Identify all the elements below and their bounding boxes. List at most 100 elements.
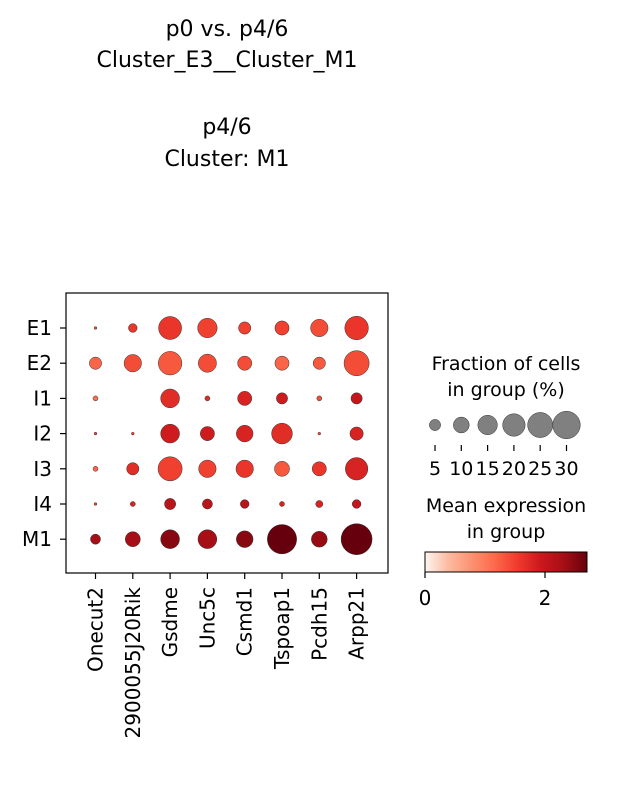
x-axis: Onecut2 2900055J20Rik Gsdme Unc5c Csmd1 Tspoa… <box>84 573 369 738</box>
dot-I2-Arpp21 <box>349 426 364 441</box>
y-tick-label: I2 <box>33 422 52 446</box>
dot-I2-Gsdme <box>160 423 180 444</box>
size-legend-dot <box>477 415 498 435</box>
dot-E1-Gsdme <box>158 316 182 340</box>
dot-I4-2900055J20Rik <box>130 501 136 507</box>
title-line-4: p4/6 <box>202 115 251 140</box>
dot-I4-Unc5c <box>202 498 213 510</box>
dot-E1-Csmd1 <box>238 321 252 335</box>
plot-frame <box>65 292 389 574</box>
size-legend: Fraction of cells in group (%) 5 10 15 20 25… <box>429 353 581 480</box>
dot-E2-Onecut2 <box>89 356 102 370</box>
dot-E1-Onecut2 <box>93 326 98 330</box>
y-tick-label: E2 <box>27 351 52 375</box>
title-line-2: Cluster_E3__Cluster_M1 <box>96 48 357 73</box>
dot-I3-2900055J20Rik <box>126 462 140 476</box>
size-legend-label: 10 <box>449 458 473 480</box>
dot-M1-Tspoap1 <box>267 524 297 555</box>
colorbar-tick-label: 0 <box>419 586 432 610</box>
dot-I3-Onecut2 <box>92 466 99 472</box>
dot-I4-Csmd1 <box>240 499 250 509</box>
dot-I1-Csmd1 <box>237 391 253 406</box>
dot-E2-Arpp21 <box>343 350 370 377</box>
x-tick-label: Csmd1 <box>233 587 257 656</box>
dot-I3-Tspoap1 <box>274 461 290 477</box>
dot-I1-Tspoap1 <box>276 392 288 405</box>
dot-I2-Unc5c <box>200 426 215 441</box>
y-tick-label: E1 <box>27 316 52 340</box>
y-tick-label: I1 <box>33 386 52 410</box>
dot-E2-2900055J20Rik <box>123 354 142 373</box>
dot-M1-2900055J20Rik <box>125 531 141 547</box>
colorbar-tick-label: 2 <box>539 586 552 610</box>
dot-E1-Arpp21 <box>344 315 369 341</box>
dot-M1-Pcdh15 <box>311 531 328 548</box>
size-legend-title-line-1: Fraction of cells <box>432 353 581 375</box>
size-legend-label: 15 <box>476 458 500 480</box>
dot-E2-Unc5c <box>198 353 217 373</box>
dot-I4-Onecut2 <box>93 502 98 506</box>
dot-I3-Gsdme <box>157 456 183 482</box>
x-tick-label: Tspoap1 <box>270 587 294 670</box>
title-line-5: Cluster: M1 <box>164 147 289 172</box>
y-tick-label: I4 <box>33 492 52 516</box>
dot-E1-Pcdh15 <box>310 319 329 337</box>
dot-M1-Unc5c <box>197 529 218 549</box>
chart-title: p0 vs. p4/6 Cluster_E3__Cluster_M1 p4/6 … <box>96 17 357 172</box>
x-tick-label: Gsdme <box>158 587 182 657</box>
x-tick-label: Pcdh15 <box>307 587 331 661</box>
dot-I2-Csmd1 <box>236 425 254 443</box>
dot-I3-Pcdh15 <box>311 461 327 477</box>
dot-M1-Onecut2 <box>90 533 101 545</box>
dot-I1-Pcdh15 <box>316 395 323 402</box>
y-axis: E1 E2 I1 I2 I3 I4 M1 <box>22 316 66 551</box>
dot-E1-Tspoap1 <box>274 320 290 336</box>
dot-I1-Onecut2 <box>92 395 99 402</box>
color-legend-title-line-2: in group <box>467 521 546 543</box>
x-tick-label: 2900055J20Rik <box>121 587 145 739</box>
size-legend-title-line-2: in group (%) <box>447 379 564 401</box>
dot-E2-Gsdme <box>158 351 183 376</box>
y-tick-label: I3 <box>33 457 52 481</box>
dots-layer <box>89 315 373 555</box>
size-legend-dot <box>552 410 581 440</box>
color-legend-title-line-1: Mean expression <box>426 495 586 517</box>
dot-I3-Csmd1 <box>235 459 254 478</box>
dot-I3-Unc5c <box>198 459 217 478</box>
dot-M1-Csmd1 <box>236 530 254 548</box>
dot-E1-Unc5c <box>197 318 218 338</box>
size-legend-dot <box>453 416 470 434</box>
dot-E1-2900055J20Rik <box>128 323 138 333</box>
dot-I4-Pcdh15 <box>315 500 324 508</box>
dot-I3-Arpp21 <box>345 457 369 481</box>
dot-I2-2900055J20Rik <box>131 431 135 436</box>
dot-E2-Csmd1 <box>237 355 253 371</box>
y-tick-label: M1 <box>22 527 52 551</box>
dot-M1-Gsdme <box>160 529 180 549</box>
size-legend-dot <box>527 412 554 438</box>
dot-I4-Gsdme <box>164 498 176 510</box>
x-tick-label: Unc5c <box>195 587 219 649</box>
dot-I2-Pcdh15 <box>317 431 321 436</box>
size-legend-label: 20 <box>502 458 526 480</box>
size-legend-dot <box>502 413 526 437</box>
colorbar <box>424 551 588 573</box>
dot-I2-Onecut2 <box>93 431 98 436</box>
dot-E2-Pcdh15 <box>312 356 326 370</box>
dot-I4-Tspoap1 <box>279 501 285 507</box>
size-legend-items: 5 10 15 20 25 30 <box>429 410 581 480</box>
dot-E2-Tspoap1 <box>274 355 290 371</box>
size-legend-label: 25 <box>528 458 552 480</box>
dot-I1-Arpp21 <box>350 392 363 405</box>
x-tick-label: Onecut2 <box>84 587 108 672</box>
title-line-1: p0 vs. p4/6 <box>166 17 289 42</box>
dot-I1-Gsdme <box>160 388 180 409</box>
dot-I1-Unc5c <box>204 395 211 402</box>
x-tick-label: Arpp21 <box>345 587 369 660</box>
dot-I2-Tspoap1 <box>271 422 293 445</box>
size-legend-dot <box>429 419 441 431</box>
dot-I4-Arpp21 <box>351 499 362 509</box>
